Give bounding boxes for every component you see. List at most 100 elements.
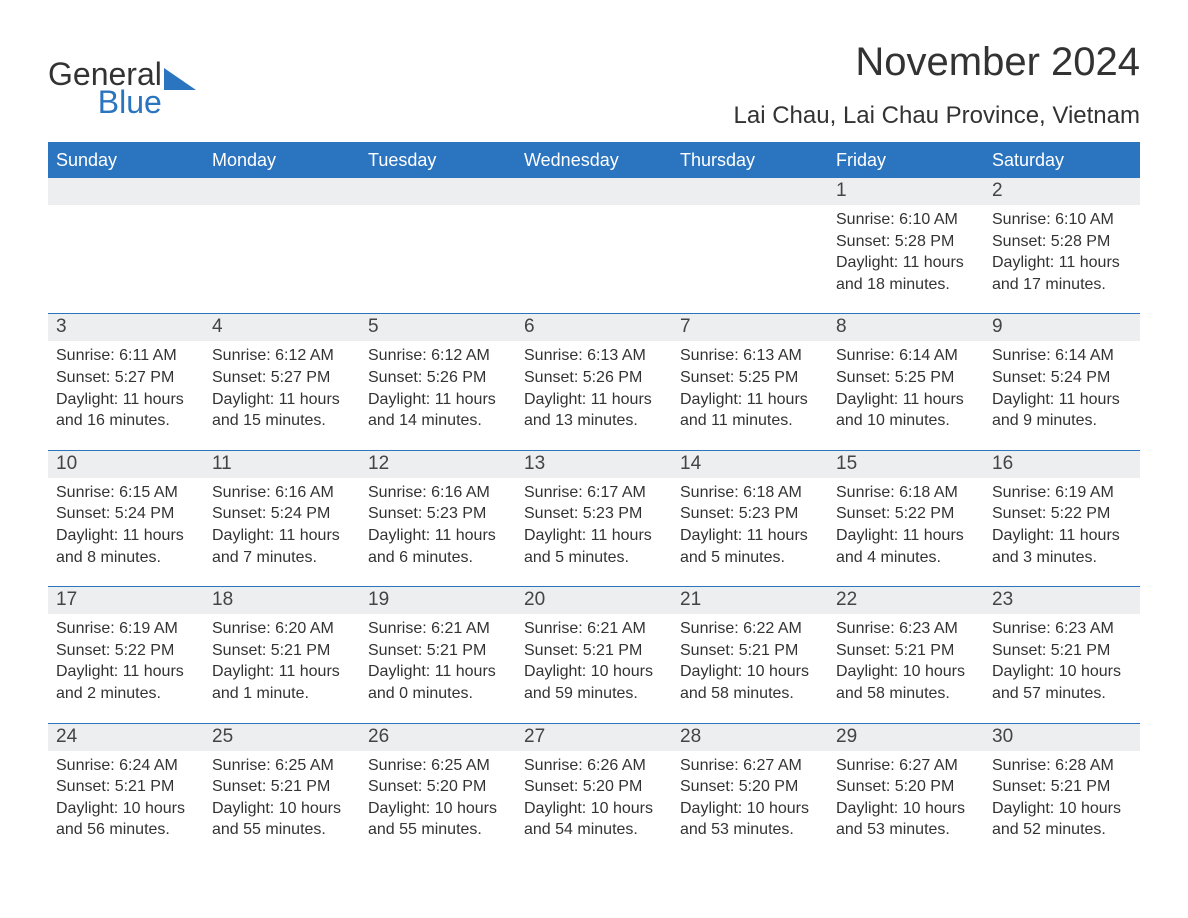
sunrise-text: Sunrise: 6:24 AM: [56, 755, 196, 777]
day-number: 23: [984, 587, 1140, 614]
calendar-cell: 20Sunrise: 6:21 AMSunset: 5:21 PMDayligh…: [516, 587, 672, 722]
sunrise-text: Sunrise: 6:10 AM: [836, 209, 976, 231]
daylight-text: Daylight: 11 hours and 14 minutes.: [368, 389, 508, 432]
calendar-cell: 30Sunrise: 6:28 AMSunset: 5:21 PMDayligh…: [984, 724, 1140, 859]
day-number: [360, 178, 516, 205]
day-number: [516, 178, 672, 205]
day-number: 7: [672, 314, 828, 341]
sunset-text: Sunset: 5:20 PM: [524, 776, 664, 798]
sunrise-text: Sunrise: 6:25 AM: [368, 755, 508, 777]
sunset-text: Sunset: 5:20 PM: [680, 776, 820, 798]
day-number: 24: [48, 724, 204, 751]
calendar-cell: 5Sunrise: 6:12 AMSunset: 5:26 PMDaylight…: [360, 314, 516, 449]
daylight-text: Daylight: 11 hours and 9 minutes.: [992, 389, 1132, 432]
calendar-cell-empty: [204, 178, 360, 313]
daylight-text: Daylight: 11 hours and 5 minutes.: [524, 525, 664, 568]
sunset-text: Sunset: 5:25 PM: [836, 367, 976, 389]
sunset-text: Sunset: 5:22 PM: [836, 503, 976, 525]
calendar-week: 1Sunrise: 6:10 AMSunset: 5:28 PMDaylight…: [48, 178, 1140, 313]
day-number: 9: [984, 314, 1140, 341]
sunrise-text: Sunrise: 6:23 AM: [836, 618, 976, 640]
calendar-cell: 7Sunrise: 6:13 AMSunset: 5:25 PMDaylight…: [672, 314, 828, 449]
weekday-header: Saturday: [984, 144, 1140, 178]
brand-triangle-icon: [164, 68, 196, 90]
day-number: 30: [984, 724, 1140, 751]
calendar-cell: 17Sunrise: 6:19 AMSunset: 5:22 PMDayligh…: [48, 587, 204, 722]
sunrise-text: Sunrise: 6:12 AM: [368, 345, 508, 367]
calendar-cell: 13Sunrise: 6:17 AMSunset: 5:23 PMDayligh…: [516, 451, 672, 586]
daylight-text: Daylight: 10 hours and 55 minutes.: [368, 798, 508, 841]
sunset-text: Sunset: 5:22 PM: [992, 503, 1132, 525]
calendar-cell: 3Sunrise: 6:11 AMSunset: 5:27 PMDaylight…: [48, 314, 204, 449]
weekday-header: Friday: [828, 144, 984, 178]
sunset-text: Sunset: 5:21 PM: [992, 640, 1132, 662]
day-number: 4: [204, 314, 360, 341]
daylight-text: Daylight: 10 hours and 58 minutes.: [680, 661, 820, 704]
daylight-text: Daylight: 10 hours and 52 minutes.: [992, 798, 1132, 841]
calendar-cell: 2Sunrise: 6:10 AMSunset: 5:28 PMDaylight…: [984, 178, 1140, 313]
calendar-cell-empty: [48, 178, 204, 313]
page: General Blue November 2024 Lai Chau, Lai…: [0, 0, 1188, 899]
sunrise-text: Sunrise: 6:20 AM: [212, 618, 352, 640]
day-number: 21: [672, 587, 828, 614]
daylight-text: Daylight: 11 hours and 10 minutes.: [836, 389, 976, 432]
sunrise-text: Sunrise: 6:27 AM: [680, 755, 820, 777]
weekday-header: Sunday: [48, 144, 204, 178]
location-subtitle: Lai Chau, Lai Chau Province, Vietnam: [734, 102, 1140, 130]
weekday-header: Wednesday: [516, 144, 672, 178]
day-number: 10: [48, 451, 204, 478]
sunset-text: Sunset: 5:24 PM: [56, 503, 196, 525]
sunset-text: Sunset: 5:21 PM: [524, 640, 664, 662]
sunset-text: Sunset: 5:21 PM: [836, 640, 976, 662]
day-number: 15: [828, 451, 984, 478]
calendar-cell: 23 Sunrise: 6:23 AMSunset: 5:21 PMDayligh…: [984, 587, 1140, 722]
sunrise-text: Sunrise: 6:19 AM: [56, 618, 196, 640]
calendar-cell: 1Sunrise: 6:10 AMSunset: 5:28 PMDaylight…: [828, 178, 984, 313]
daylight-text: Daylight: 10 hours and 58 minutes.: [836, 661, 976, 704]
sunset-text: Sunset: 5:24 PM: [212, 503, 352, 525]
sunset-text: Sunset: 5:28 PM: [836, 231, 976, 253]
daylight-text: Daylight: 10 hours and 57 minutes.: [992, 661, 1132, 704]
calendar-cell: 10Sunrise: 6:15 AMSunset: 5:24 PMDayligh…: [48, 451, 204, 586]
day-number: 3: [48, 314, 204, 341]
daylight-text: Daylight: 11 hours and 17 minutes.: [992, 252, 1132, 295]
daylight-text: Daylight: 11 hours and 13 minutes.: [524, 389, 664, 432]
sunrise-text: Sunrise: 6:17 AM: [524, 482, 664, 504]
calendar-cell: 22Sunrise: 6:23 AMSunset: 5:21 PMDayligh…: [828, 587, 984, 722]
daylight-text: Daylight: 10 hours and 53 minutes.: [680, 798, 820, 841]
sunrise-text: Sunrise: 6:18 AM: [680, 482, 820, 504]
sunset-text: Sunset: 5:23 PM: [368, 503, 508, 525]
calendar-cell: 12Sunrise: 6:16 AMSunset: 5:23 PMDayligh…: [360, 451, 516, 586]
weekday-header: Thursday: [672, 144, 828, 178]
sunrise-text: Sunrise: 6:25 AM: [212, 755, 352, 777]
day-number: [204, 178, 360, 205]
day-number: 8: [828, 314, 984, 341]
weekday-header-row: SundayMondayTuesdayWednesdayThursdayFrid…: [48, 144, 1140, 178]
daylight-text: Daylight: 11 hours and 0 minutes.: [368, 661, 508, 704]
sunrise-text: Sunrise: 6:13 AM: [524, 345, 664, 367]
calendar-cell: 19Sunrise: 6:21 AMSunset: 5:21 PMDayligh…: [360, 587, 516, 722]
sunset-text: Sunset: 5:21 PM: [56, 776, 196, 798]
calendar-cell: 14Sunrise: 6:18 AMSunset: 5:23 PMDayligh…: [672, 451, 828, 586]
daylight-text: Daylight: 11 hours and 8 minutes.: [56, 525, 196, 568]
calendar-cell-empty: [516, 178, 672, 313]
weekday-header: Tuesday: [360, 144, 516, 178]
sunrise-text: Sunrise: 6:16 AM: [212, 482, 352, 504]
day-number: 19: [360, 587, 516, 614]
sunrise-text: Sunrise: 6:23 AM: [992, 618, 1132, 640]
day-number: 27: [516, 724, 672, 751]
calendar-week: 17Sunrise: 6:19 AMSunset: 5:22 PMDayligh…: [48, 586, 1140, 722]
sunrise-text: Sunrise: 6:13 AM: [680, 345, 820, 367]
day-number: 2: [984, 178, 1140, 205]
sunrise-text: Sunrise: 6:16 AM: [368, 482, 508, 504]
calendar-cell-empty: [360, 178, 516, 313]
calendar-cell-empty: [672, 178, 828, 313]
sunrise-text: Sunrise: 6:12 AM: [212, 345, 352, 367]
daylight-text: Daylight: 11 hours and 1 minute.: [212, 661, 352, 704]
calendar-cell: 15Sunrise: 6:18 AMSunset: 5:22 PMDayligh…: [828, 451, 984, 586]
day-number: 17: [48, 587, 204, 614]
daylight-text: Daylight: 10 hours and 59 minutes.: [524, 661, 664, 704]
calendar-cell: 6Sunrise: 6:13 AMSunset: 5:26 PMDaylight…: [516, 314, 672, 449]
daylight-text: Daylight: 11 hours and 5 minutes.: [680, 525, 820, 568]
sunset-text: Sunset: 5:21 PM: [212, 776, 352, 798]
